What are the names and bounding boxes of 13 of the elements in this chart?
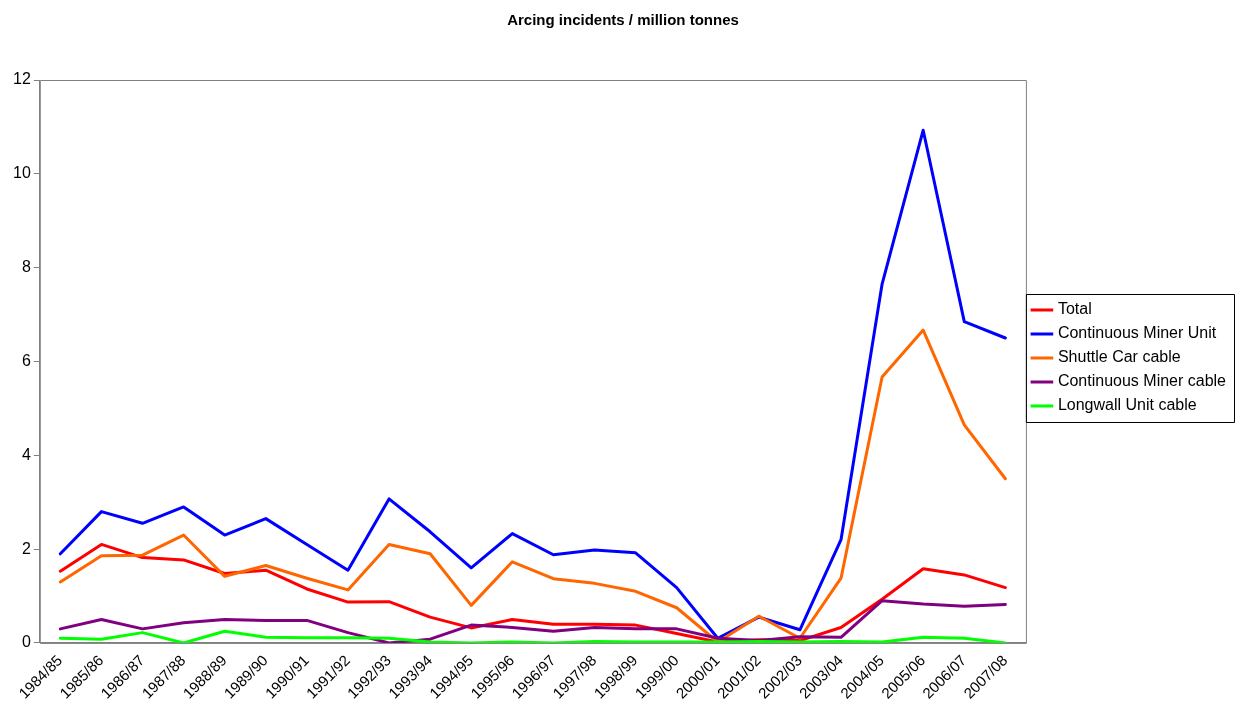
y-tick-label: 10 — [13, 164, 31, 182]
legend-label: Continuous Miner cable — [1057, 372, 1227, 390]
y-tick-label: 2 — [21, 539, 31, 557]
legend-label: Total — [1057, 300, 1092, 318]
y-tick-label: 4 — [21, 445, 31, 463]
y-tick-label: 12 — [13, 70, 31, 88]
y-tick-label: 0 — [21, 633, 31, 651]
legend-label: Longwall Unit cable — [1057, 396, 1197, 414]
chart-title: Arcing incidents / million tonnes — [507, 11, 739, 29]
y-tick-label: 8 — [21, 258, 31, 276]
legend-label: Continuous Miner Unit — [1057, 324, 1217, 342]
y-tick-label: 6 — [21, 351, 31, 369]
legend-label: Shuttle Car cable — [1057, 348, 1181, 366]
